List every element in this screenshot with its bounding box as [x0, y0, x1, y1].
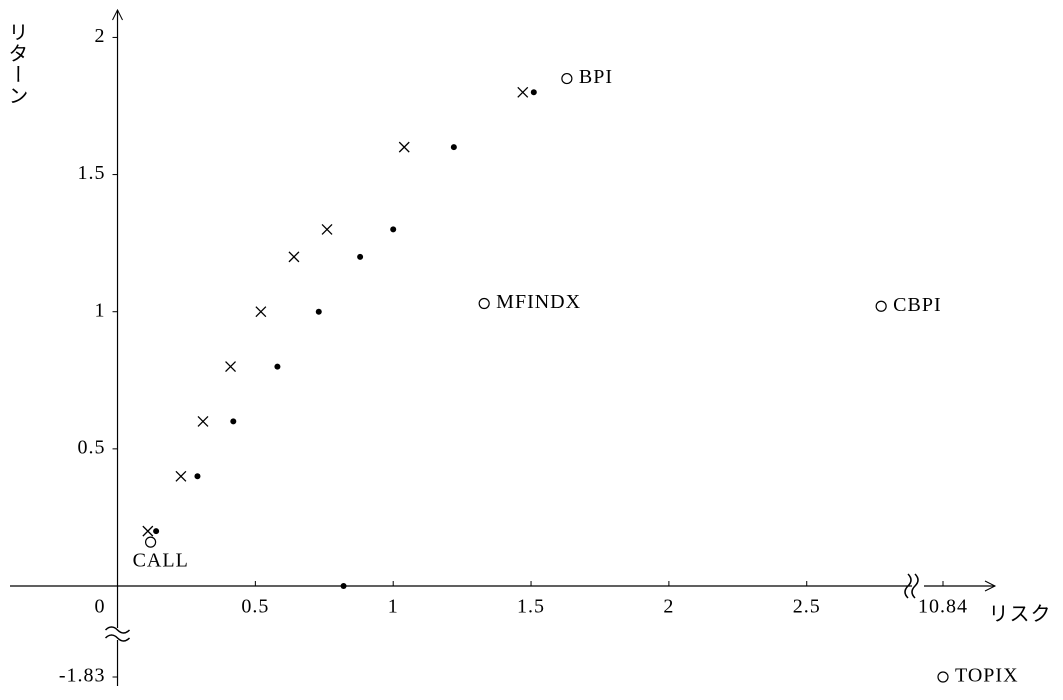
y-tick-label: 1 — [95, 299, 106, 321]
x-tick-label: 1 — [388, 596, 399, 618]
y-axis-arrow — [112, 8, 123, 21]
point — [530, 89, 537, 96]
x-tick-label: 0.5 — [241, 596, 269, 618]
point — [274, 363, 281, 370]
x-tick-label: 10.84 — [918, 596, 968, 618]
point — [390, 226, 397, 233]
point — [450, 144, 457, 151]
y-tick-label: 2 — [95, 25, 106, 47]
point-label: MFINDX — [496, 291, 581, 313]
y-axis-label: リターン — [5, 22, 27, 106]
point — [875, 300, 887, 312]
y-break-gap — [107, 628, 128, 640]
y-tick-label: 1.5 — [78, 162, 106, 184]
x-tick-label: 2.5 — [793, 596, 821, 618]
point — [194, 473, 201, 480]
point — [144, 536, 157, 548]
x-tick-label: 2 — [663, 596, 674, 618]
point — [288, 251, 300, 263]
point-label: CBPI — [893, 294, 941, 316]
x-break — [904, 573, 912, 599]
point — [398, 141, 410, 153]
point — [142, 525, 154, 537]
point — [561, 72, 573, 85]
point — [478, 297, 490, 310]
y-tick-label: -1.83 — [59, 665, 106, 687]
y-tick-label: 0.5 — [78, 436, 106, 458]
point — [153, 528, 160, 535]
point — [230, 418, 237, 425]
x-axis-arrow — [984, 580, 997, 592]
x-break-gap — [912, 576, 924, 596]
point-label: TOPIX — [955, 665, 1019, 687]
point — [937, 671, 949, 683]
x-break — [911, 573, 919, 599]
point — [225, 361, 237, 373]
point — [175, 470, 187, 482]
y-break — [104, 634, 131, 642]
x-tick-label: 1.5 — [517, 596, 545, 618]
point-label: CALL — [133, 550, 189, 572]
point — [357, 253, 364, 260]
point — [340, 583, 347, 589]
point — [197, 415, 209, 427]
point — [315, 308, 322, 315]
point — [517, 86, 529, 98]
y-break — [104, 626, 131, 634]
point — [321, 223, 333, 235]
point-label: BPI — [579, 66, 613, 88]
x-axis-label: リスク — [989, 603, 1052, 626]
point — [255, 306, 267, 318]
x-tick-label: 0 — [95, 596, 106, 618]
